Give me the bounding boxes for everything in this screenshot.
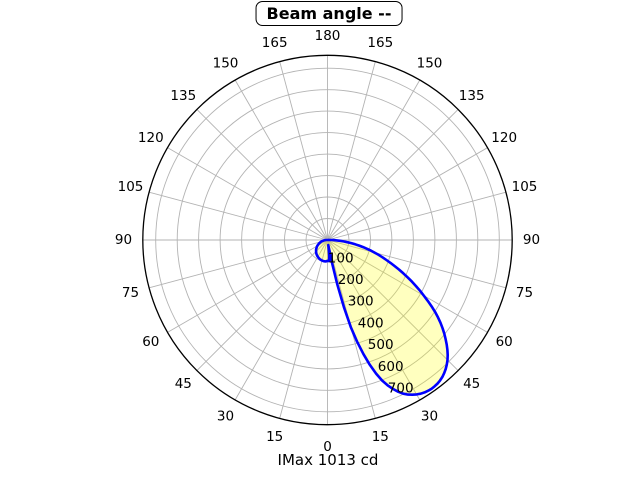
- angle-gridline: [327, 79, 421, 241]
- chart-title: Beam angle --: [266, 4, 392, 23]
- angle-gridline: [327, 239, 459, 371]
- angle-gridline: [234, 79, 328, 241]
- angle-gridline: [234, 239, 328, 401]
- chart-title-box: Beam angle --: [255, 1, 403, 26]
- angle-tick-label: 0: [323, 439, 332, 455]
- angle-tick-label: 15: [266, 429, 283, 445]
- angle-tick-label: 15: [372, 429, 389, 445]
- angle-gridline: [327, 61, 376, 241]
- angle-tick-label: 150: [417, 55, 443, 71]
- angle-gridline: [327, 239, 507, 289]
- angle-gridline: [327, 239, 421, 401]
- angle-tick-label: 45: [463, 376, 480, 392]
- angle-tick-label: 105: [512, 179, 538, 195]
- angle-tick-label: 165: [262, 35, 288, 51]
- angle-gridline: [148, 239, 328, 289]
- angle-gridline: [327, 191, 507, 241]
- radial-tick-label: 100: [328, 250, 354, 266]
- angle-tick-label: 30: [421, 409, 438, 425]
- angle-tick-label: 105: [118, 179, 144, 195]
- angle-gridline: [148, 191, 328, 241]
- radial-tick-label: 600: [378, 359, 404, 375]
- angle-tick-label: 135: [170, 88, 196, 104]
- angle-tick-label: 45: [175, 376, 192, 392]
- angle-gridline: [327, 109, 459, 241]
- radial-tick-label: 200: [338, 272, 364, 288]
- radial-tick-label: 700: [388, 381, 414, 397]
- angle-gridline: [327, 147, 488, 241]
- angle-gridline: [327, 239, 488, 333]
- angle-tick-label: 30: [217, 409, 234, 425]
- angle-tick-label: 90: [523, 232, 540, 248]
- angle-gridline: [196, 109, 328, 241]
- imax-annotation: IMax 1013 cd: [277, 451, 379, 469]
- angle-tick-label: 60: [496, 334, 513, 350]
- angle-tick-label: 150: [213, 55, 239, 71]
- polar-outline: [142, 54, 513, 426]
- angle-tick-label: 90: [115, 232, 132, 248]
- radial-tick-label: 500: [368, 337, 394, 353]
- angle-tick-label: 60: [142, 334, 159, 350]
- radial-tick-label: 300: [348, 294, 374, 310]
- angle-tick-label: 135: [459, 88, 485, 104]
- angle-gridline: [279, 239, 328, 419]
- angle-tick-label: 165: [367, 35, 393, 51]
- radial-tick-label: 400: [358, 315, 384, 331]
- angle-gridline: [167, 147, 328, 241]
- angle-gridline: [279, 61, 328, 241]
- angle-tick-label: 75: [516, 285, 533, 301]
- beam-intensity-curve: [314, 238, 449, 396]
- angle-tick-label: 120: [491, 130, 517, 146]
- angle-gridline: [167, 239, 328, 333]
- angle-tick-label: 120: [138, 130, 164, 146]
- angle-tick-label: 75: [122, 285, 139, 301]
- angle-gridline: [196, 239, 328, 371]
- angle-tick-label: 180: [315, 28, 341, 44]
